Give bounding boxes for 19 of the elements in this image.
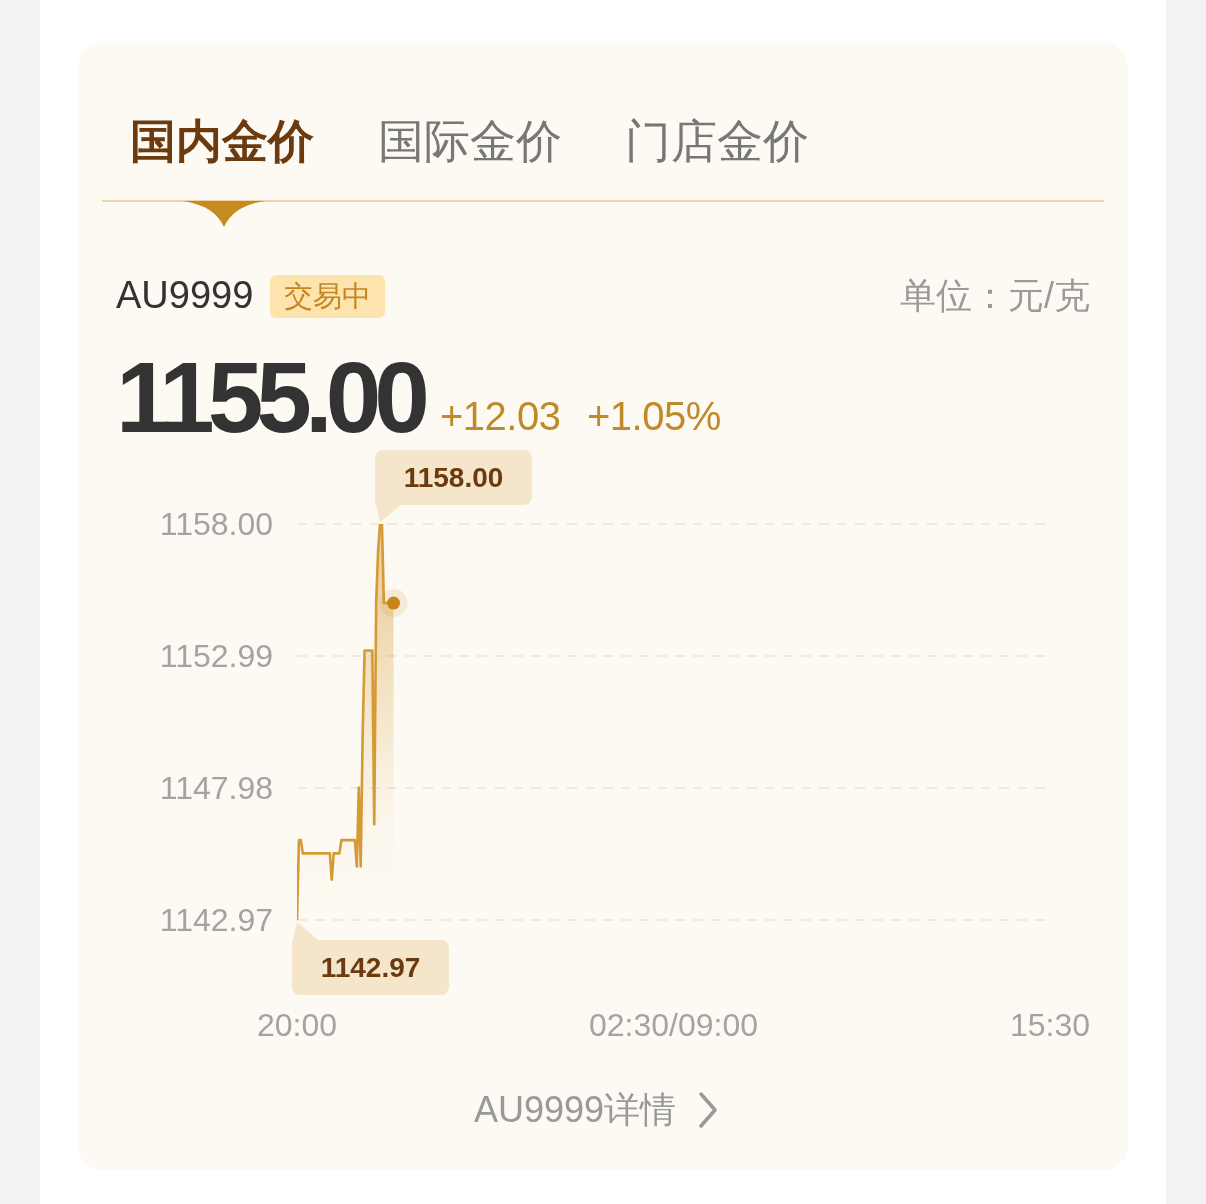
text: 门店金价: [625, 115, 809, 167]
text: AU9999详情: [474, 1089, 677, 1130]
text: 1158.00: [403, 462, 504, 493]
y-tick-label: 1147.98: [159, 770, 273, 807]
text: 单位：元/克: [899, 275, 1090, 316]
x-tick-label: 02:30/09:00: [588, 1006, 759, 1043]
text: 1155.00: [116, 341, 423, 453]
x-tick-label: 15:30: [1009, 1006, 1091, 1043]
text: 1142.97: [320, 952, 421, 983]
text: +12.03: [440, 394, 561, 438]
y-tick-label: 1142.97: [159, 902, 273, 939]
text: 国内金价: [130, 115, 314, 167]
text: +1.05%: [587, 394, 721, 438]
y-tick-label: 1158.00: [159, 506, 273, 543]
text: 国际金价: [378, 115, 562, 167]
chart-title: AU9999: [116, 274, 254, 316]
x-tick-label: 20:00: [256, 1006, 338, 1043]
text: 交易中: [284, 280, 371, 312]
y-tick-label: 1152.99: [159, 638, 273, 675]
